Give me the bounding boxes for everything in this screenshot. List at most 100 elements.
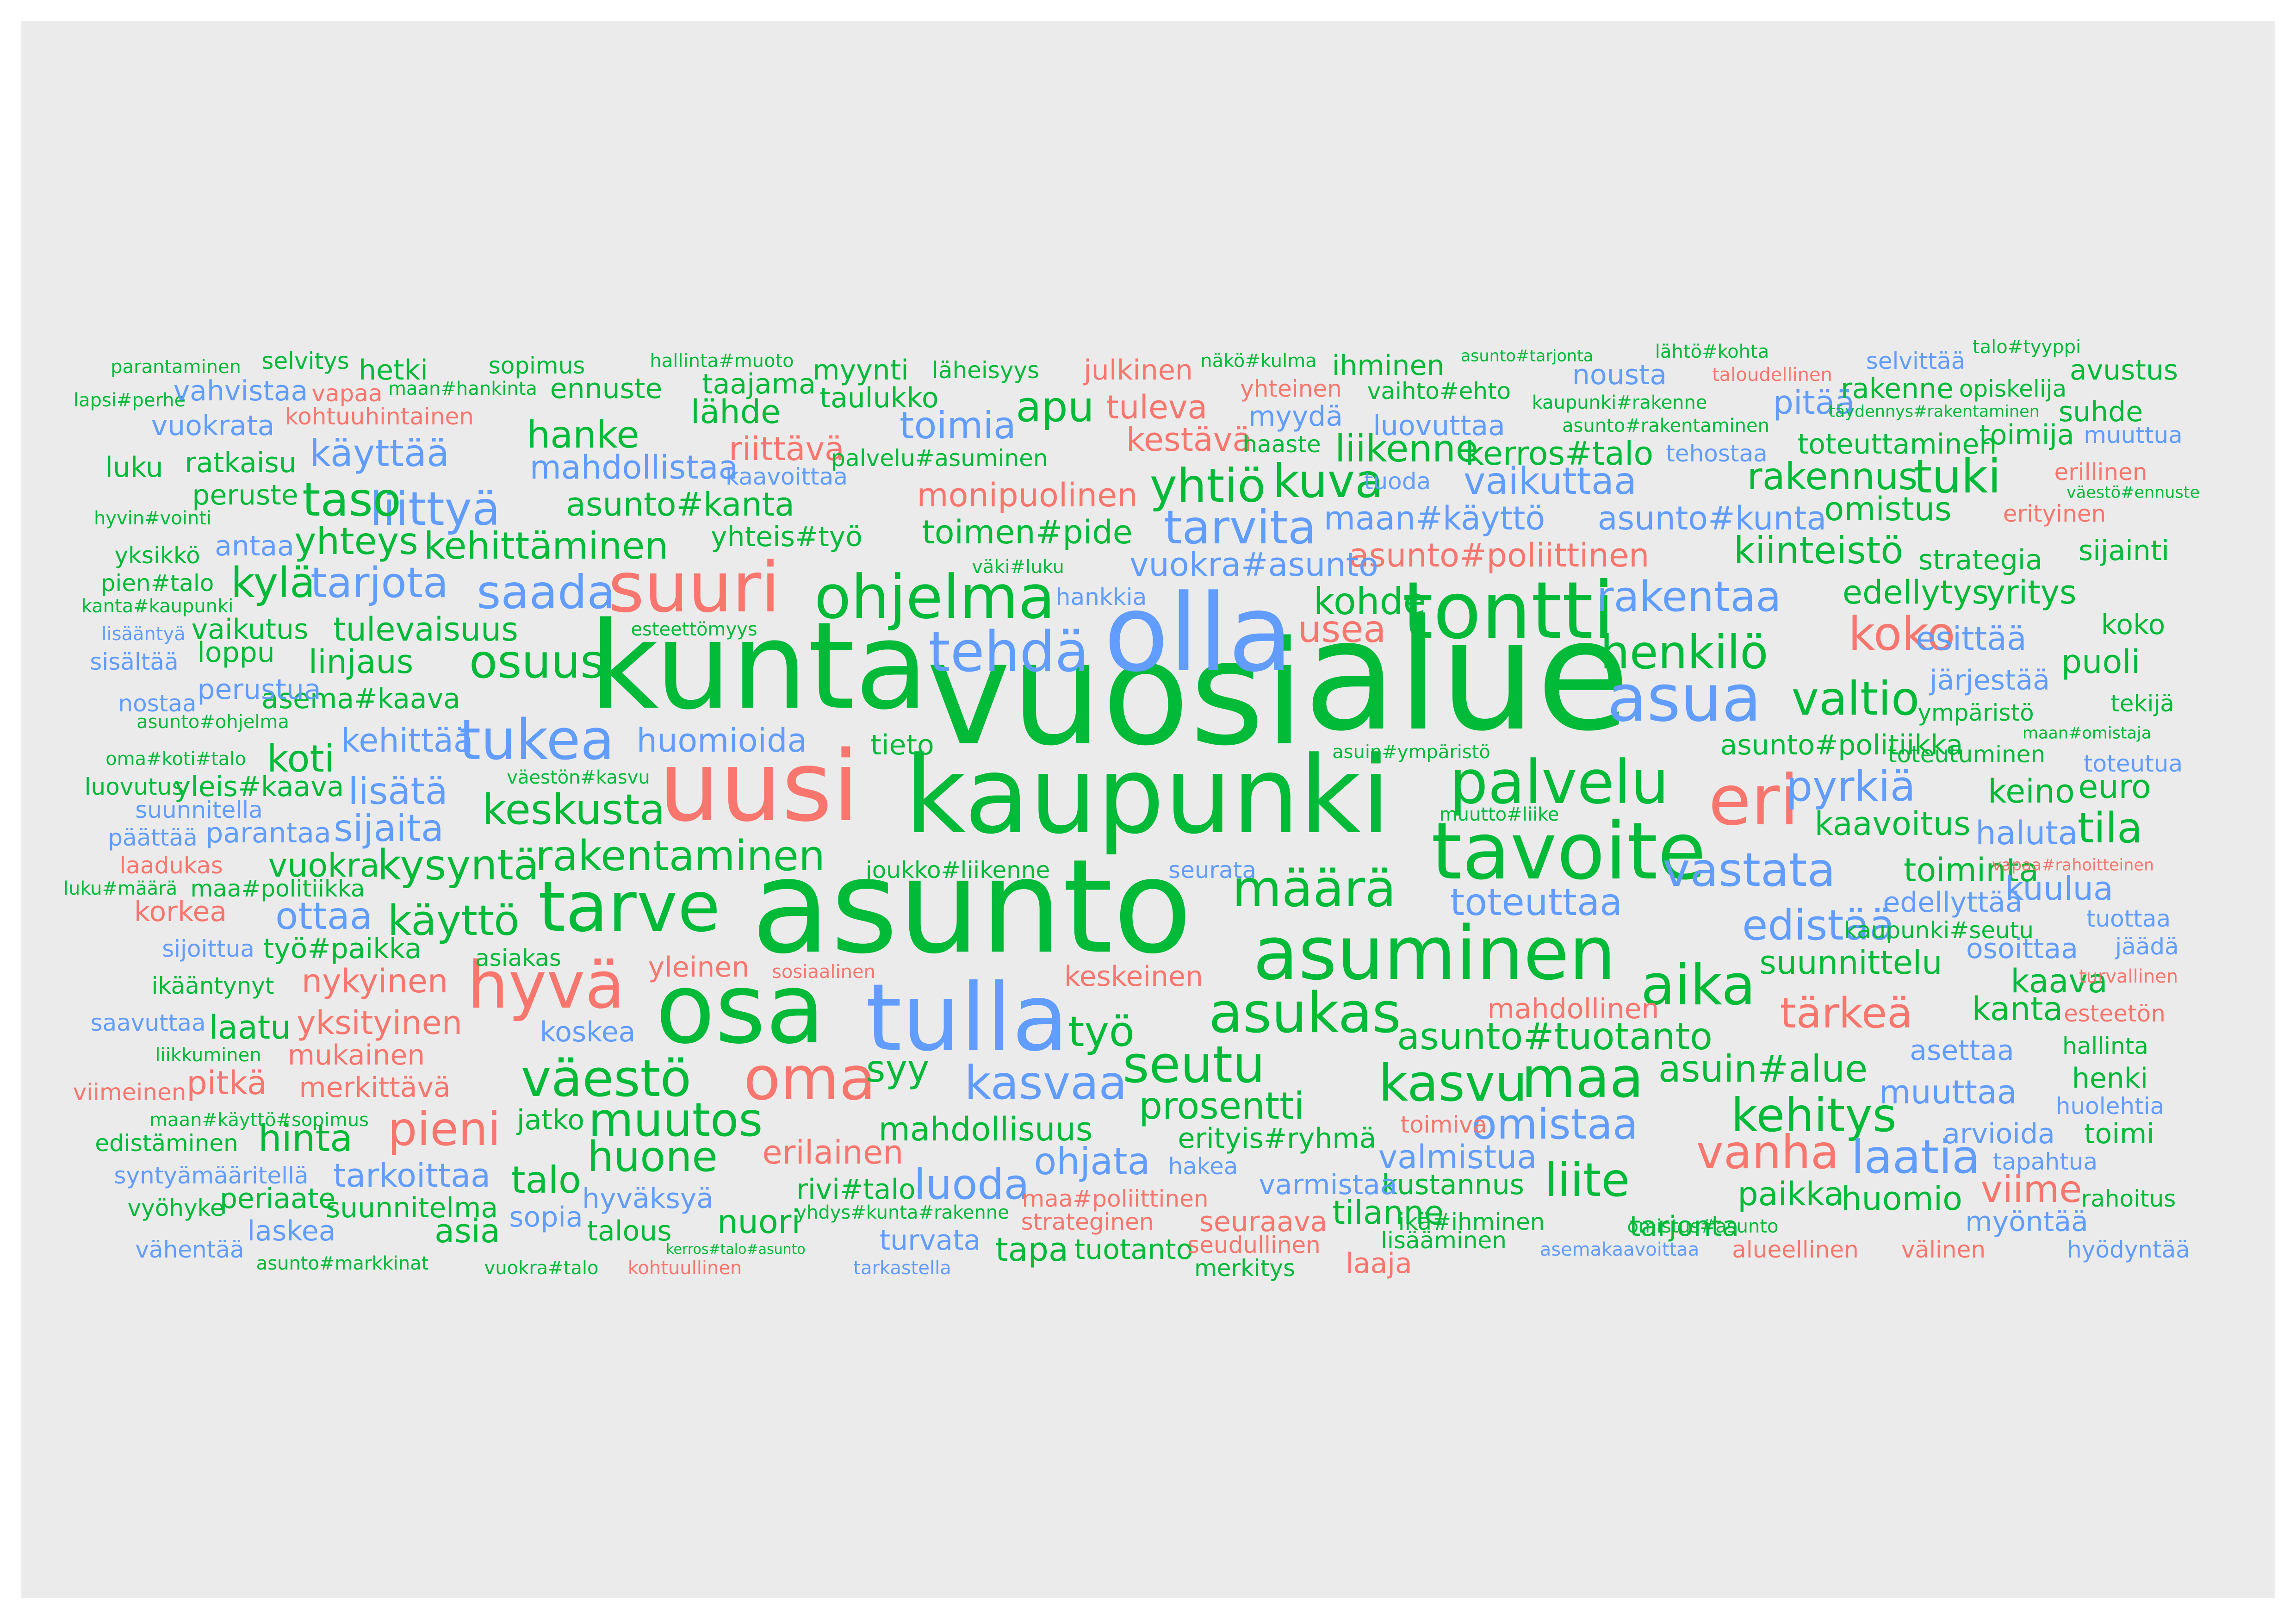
cloud-word: mahdollinen xyxy=(1487,993,1659,1025)
cloud-word: myydä xyxy=(1248,400,1343,433)
cloud-word: syntyä xyxy=(114,1162,192,1189)
cloud-word: kehittäminen xyxy=(423,524,669,567)
cloud-word: kerros#talo xyxy=(1465,435,1654,473)
cloud-word: omistus#asunto xyxy=(1627,1216,1779,1237)
cloud-word: hakea xyxy=(1168,1153,1238,1180)
cloud-word: kasvaa xyxy=(964,1056,1127,1110)
cloud-word: seudullinen xyxy=(1187,1232,1321,1258)
cloud-word: periaate xyxy=(219,1183,336,1215)
cloud-word: palvelu xyxy=(1450,747,1669,817)
cloud-word: lähtö#kohta xyxy=(1655,341,1769,362)
cloud-word: määritellä xyxy=(191,1162,309,1189)
cloud-word: asunto#kanta xyxy=(566,486,794,523)
cloud-word: ohjata xyxy=(1034,1140,1150,1183)
cloud-word: edellytys xyxy=(1842,573,1989,611)
cloud-word: toteutuminen xyxy=(1887,741,2046,768)
cloud-word: lähde xyxy=(690,393,781,431)
cloud-word: luoda xyxy=(914,1160,1030,1209)
cloud-word: toteuttaminen xyxy=(1797,428,1997,461)
cloud-word: turvata xyxy=(879,1224,981,1257)
cloud-word: hyvä xyxy=(467,948,625,1023)
cloud-word: tapa xyxy=(995,1231,1068,1269)
cloud-word: yhtiö xyxy=(1149,459,1266,513)
cloud-word: talous xyxy=(587,1215,672,1247)
cloud-word: tekijä xyxy=(2110,690,2174,717)
cloud-word: selvittää xyxy=(1866,348,1966,374)
cloud-word: vastata xyxy=(1663,843,1836,897)
cloud-word: toimija xyxy=(1979,419,2074,451)
cloud-word: yleis#kaava xyxy=(174,771,344,803)
cloud-word: haaste xyxy=(1242,431,1321,458)
cloud-word: kustannus xyxy=(1382,1169,1524,1201)
cloud-word: maan#käyttö xyxy=(1323,499,1545,537)
cloud-word: kasvu xyxy=(1378,1053,1527,1113)
cloud-word: asukas xyxy=(1209,981,1401,1046)
cloud-word: viimeinen xyxy=(73,1079,186,1106)
cloud-word: liikenne xyxy=(1335,427,1478,470)
cloud-word: valmistua xyxy=(1378,1138,1537,1176)
cloud-word: tulla xyxy=(865,964,1069,1072)
cloud-word: kaupunki xyxy=(904,734,1391,858)
cloud-word: kuva xyxy=(1272,454,1384,508)
cloud-word: tapahtua xyxy=(1992,1148,2098,1175)
cloud-word: laatia xyxy=(1851,1130,1980,1184)
cloud-word: täydennys#rakentaminen xyxy=(1829,402,2040,421)
cloud-word: välinen xyxy=(1901,1236,1986,1263)
cloud-word: liite xyxy=(1544,1153,1630,1207)
cloud-word: merkitys xyxy=(1194,1255,1296,1282)
cloud-word: väestö xyxy=(521,1049,691,1108)
cloud-word: strateginen xyxy=(1021,1208,1154,1235)
cloud-word: merkittävä xyxy=(299,1071,451,1104)
cloud-word: rakennus xyxy=(1747,455,1918,498)
cloud-word: vaihto#ehto xyxy=(1367,378,1511,405)
cloud-word: maa xyxy=(1521,1046,1644,1110)
cloud-word: huone xyxy=(587,1133,718,1181)
cloud-word: tarvita xyxy=(1164,500,1316,554)
cloud-word: toimiva xyxy=(1400,1111,1487,1138)
cloud-word: loppu xyxy=(197,636,275,669)
cloud-word: koskea xyxy=(540,1016,636,1048)
cloud-word: ottaa xyxy=(275,895,372,938)
cloud-word: asunto#poliittinen xyxy=(1349,536,1650,574)
cloud-word: kaupunki#rakenne xyxy=(1532,392,1707,413)
cloud-word: näkö#kulma xyxy=(1200,350,1317,372)
cloud-word: prosentti xyxy=(1139,1084,1304,1127)
cloud-word: koko xyxy=(2101,609,2166,641)
plot-panel xyxy=(21,21,2275,1598)
cloud-word: muuttaa xyxy=(1879,1073,2017,1111)
cloud-word: suunnittelu xyxy=(1759,944,1942,982)
cloud-word: nostaa xyxy=(118,690,197,717)
cloud-word: arvioida xyxy=(1943,1118,2055,1150)
cloud-word: valtio xyxy=(1791,672,1920,726)
cloud-word: syy xyxy=(866,1047,930,1090)
cloud-word: perustua xyxy=(197,673,321,706)
cloud-word: keskusta xyxy=(482,785,665,834)
cloud-word: seurata xyxy=(1168,857,1256,884)
cloud-word: taulukko xyxy=(819,382,939,414)
cloud-word: edistäminen xyxy=(95,1130,238,1157)
cloud-word: muutto#liike xyxy=(1439,804,1559,825)
cloud-word: selvitys xyxy=(261,348,349,374)
cloud-word: vaikutus xyxy=(191,613,309,646)
cloud-word: rivi#talo xyxy=(796,1173,916,1206)
cloud-word: nuori xyxy=(717,1203,800,1241)
cloud-word: rahoitus xyxy=(2081,1185,2176,1212)
cloud-word: kanta xyxy=(1972,990,2063,1028)
cloud-word: kiinteistö xyxy=(1733,529,1904,572)
cloud-word: muuttua xyxy=(2084,422,2183,448)
cloud-word: lisääntyä xyxy=(101,623,186,645)
cloud-word: ikä#ihminen xyxy=(1398,1208,1545,1235)
cloud-word: yksityinen xyxy=(297,1004,462,1042)
cloud-word: uusi xyxy=(658,730,859,843)
cloud-word: tarjota xyxy=(310,559,448,607)
cloud-word: mahdollistaa xyxy=(529,448,738,486)
cloud-word: läheisyys xyxy=(931,357,1040,384)
cloud-word: esittää xyxy=(1916,620,2027,658)
cloud-word: alue xyxy=(1303,587,1631,765)
cloud-word: strategia xyxy=(1918,544,2043,576)
cloud-word: tarjonta xyxy=(1629,1210,1739,1243)
cloud-word: vanha xyxy=(1696,1125,1839,1179)
cloud-word: luovuttaa xyxy=(1373,410,1505,442)
cloud-word: tärkeä xyxy=(1780,989,1913,1038)
cloud-word: hyväksyä xyxy=(582,1183,714,1215)
